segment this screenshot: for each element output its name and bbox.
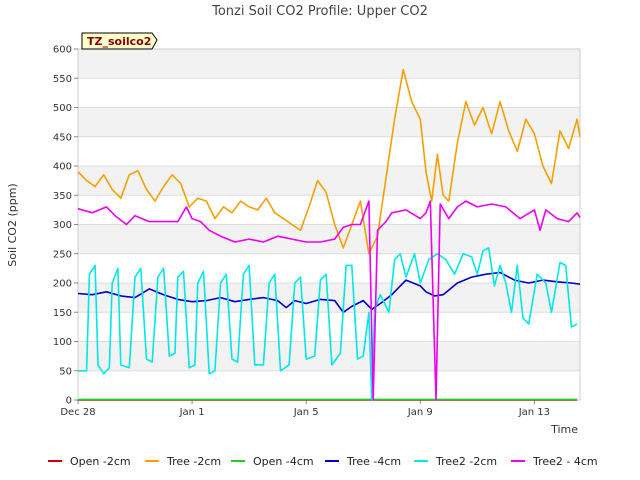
- plot-band: [78, 136, 580, 166]
- badge-shape: [81, 32, 158, 50]
- y-tick-label: 400: [53, 162, 72, 173]
- y-tick-label: 300: [53, 220, 72, 231]
- legend: Open -2cm Tree -2cm Open -4cm Tree -4cm Tree…: [48, 455, 598, 468]
- legend-label: Open -4cm: [253, 455, 314, 468]
- x-tick-label: Jan 1: [179, 407, 205, 418]
- legend-item: Tree -4cm: [325, 455, 401, 468]
- legend-item: Tree2 -2cm: [414, 455, 497, 468]
- y-axis-label: Soil CO2 (ppm): [6, 183, 19, 266]
- y-tick-label: 50: [59, 366, 72, 377]
- y-tick-label: 0: [66, 396, 72, 407]
- legend-label: Tree -4cm: [346, 455, 401, 468]
- plot-background: [78, 49, 580, 400]
- x-tick-label: Jan 9: [407, 407, 433, 418]
- y-tick-label: 500: [53, 103, 72, 114]
- series-line: [77, 68, 581, 255]
- series-line: [77, 200, 581, 401]
- legend-label: Open -2cm: [70, 455, 131, 468]
- y-tick-label: 450: [53, 132, 72, 143]
- y-tick-label: 250: [53, 249, 72, 260]
- x-tick-label: Jan 5: [293, 407, 319, 418]
- y-tick-label: 350: [53, 191, 72, 202]
- y-tick-label: 150: [53, 308, 72, 319]
- plot-band: [78, 166, 580, 196]
- legend-item: Tree2 - 4cm: [511, 455, 598, 468]
- badge-label: TZ_soilco2: [87, 35, 151, 48]
- plot-band: [78, 341, 580, 371]
- plot-band: [78, 78, 580, 108]
- series-lines: [77, 68, 581, 401]
- y-tick-label: 100: [53, 337, 72, 348]
- x-tick-label: Dec 28: [60, 407, 95, 418]
- y-tick-label: 200: [53, 279, 72, 290]
- plot-band: [78, 107, 580, 137]
- legend-label: Tree2 - 4cm: [532, 455, 598, 468]
- legend-item: Open -2cm: [48, 455, 131, 468]
- plot-band: [78, 49, 580, 79]
- legend-label: Tree -2cm: [166, 455, 221, 468]
- y-tick-label: 600: [53, 45, 72, 56]
- x-axis-label: Time: [550, 423, 578, 436]
- y-tick-label: 550: [53, 74, 72, 85]
- badge: TZ_soilco2: [81, 32, 158, 50]
- y-axis-ticks: 0 50 100 150 200 250 300 350 400 450 500 550 600: [53, 45, 78, 407]
- plot-band: [78, 224, 580, 254]
- series-line: [78, 247, 578, 401]
- legend-item: Open -4cm: [231, 455, 314, 468]
- x-axis-ticks: Dec 28 Jan 1 Jan 5 Jan 9 Jan 13: [60, 400, 550, 418]
- legend-item: Tree -2cm: [145, 455, 221, 468]
- plot-band: [78, 370, 580, 400]
- chart-title: Tonzi Soil CO2 Profile: Upper CO2: [211, 4, 428, 19]
- x-tick-label: Jan 13: [518, 407, 550, 418]
- legend-label: Tree2 -2cm: [435, 455, 497, 468]
